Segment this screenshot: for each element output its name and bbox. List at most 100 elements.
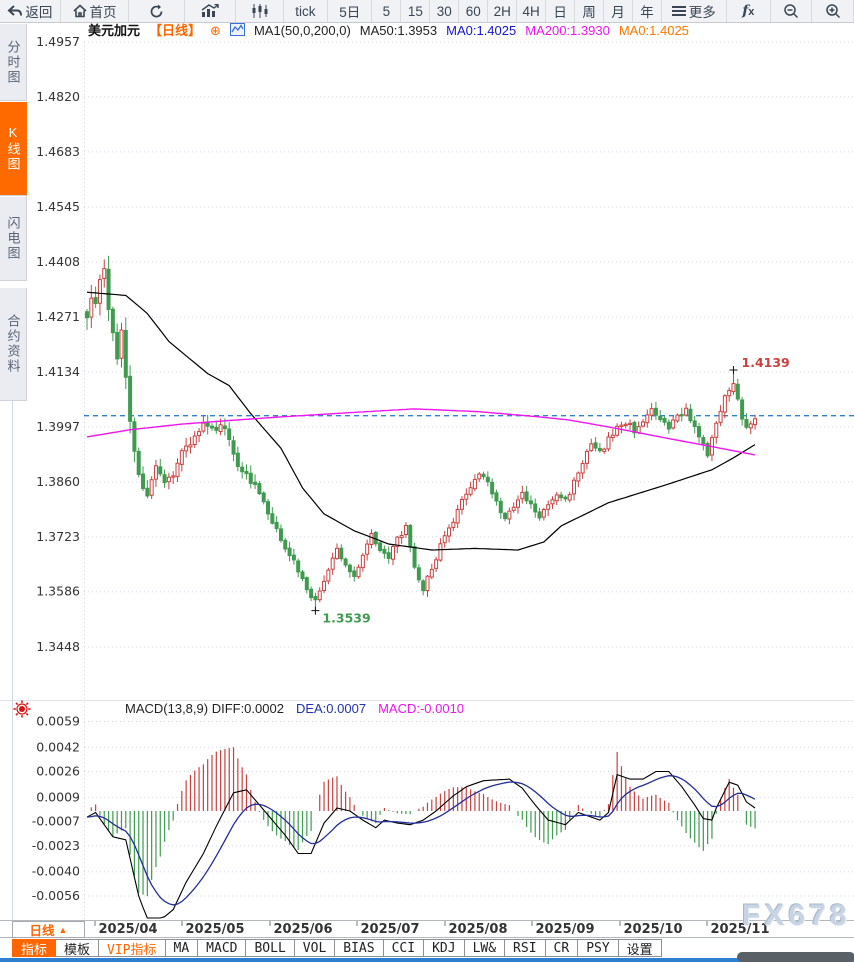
- candle-body: [356, 566, 361, 578]
- candle-body: [735, 383, 740, 400]
- toolbar-button-label: 5日: [339, 5, 361, 20]
- legend-text: MA0:1.4025: [446, 23, 517, 38]
- candle-body: [662, 417, 667, 423]
- toolbar-button-refresh[interactable]: [129, 0, 186, 22]
- indicator-settings-gear-icon[interactable]: [12, 699, 32, 719]
- toolbar-button-label: 返回: [25, 5, 53, 20]
- candle-body: [365, 543, 370, 555]
- toolbar-button-h4[interactable]: 4H: [517, 0, 547, 22]
- bottom-accent-bar: [0, 958, 854, 962]
- candle-body: [261, 492, 266, 503]
- candle-body: [653, 407, 658, 416]
- sidebar-tab-label: 分时图: [5, 39, 21, 85]
- indicator-tab-MA[interactable]: MA: [165, 939, 199, 957]
- candle-body: [623, 423, 628, 426]
- indicator-tab-指标[interactable]: 指标: [12, 939, 57, 958]
- candle-body: [115, 331, 120, 360]
- price-axis-label: 1.4683: [36, 144, 80, 159]
- indicator-tab-MACD[interactable]: MACD: [198, 939, 247, 957]
- indicator-tab-CCI[interactable]: CCI: [383, 939, 425, 957]
- macd-axis-label: 0.0042: [36, 739, 80, 754]
- x-axis-label: 2025/10: [623, 922, 682, 937]
- candle-body: [257, 483, 262, 495]
- indicator-tab-BIAS[interactable]: BIAS: [335, 939, 384, 957]
- indicator-tab-PSY[interactable]: PSY: [578, 939, 619, 957]
- indicator-tab-VIP指标[interactable]: VIP指标: [99, 939, 166, 958]
- toolbar-button-year[interactable]: 年: [633, 0, 662, 22]
- toolbar-button-fx[interactable]: fx: [727, 0, 771, 22]
- toolbar-button-month[interactable]: 月: [604, 0, 633, 22]
- fx-icon: fx: [742, 3, 755, 19]
- legend-text: MA1(50,0,200,0): [253, 23, 351, 38]
- candle-body: [516, 499, 520, 508]
- candle-body: [352, 570, 357, 577]
- candle-body: [692, 420, 697, 428]
- sidebar-tab-1[interactable]: 分时图: [0, 24, 27, 101]
- candlestick-style-icon: [251, 4, 269, 18]
- home-icon: [72, 4, 87, 18]
- indicator-tab-模板[interactable]: 模板: [56, 939, 100, 958]
- indicator-tab-设置[interactable]: 设置: [618, 939, 662, 958]
- candle-body: [610, 434, 615, 438]
- candle-body: [270, 513, 275, 524]
- toolbar-button-m60[interactable]: 60: [459, 0, 489, 22]
- candle-body: [343, 558, 348, 566]
- top-toolbar: 返回 首页 tick 5日 5 15 30 60 2H 4H 日周月年 更多 fx: [0, 0, 854, 23]
- toolbar-button-m5[interactable]: 5: [372, 0, 402, 22]
- candle-body: [705, 442, 710, 457]
- candle-body: [485, 476, 490, 483]
- indicator-tab-VOL[interactable]: VOL: [294, 939, 336, 957]
- toolbar-button-day[interactable]: 日: [546, 0, 576, 22]
- candle-body: [214, 426, 219, 431]
- toolbar-button-more[interactable]: 更多: [662, 0, 727, 22]
- indicator-tab-BOLL[interactable]: BOLL: [246, 939, 295, 957]
- sidebar-tab-label: 合约资料: [5, 314, 21, 374]
- legend-text: 【日线】: [149, 23, 202, 38]
- candle-body: [477, 473, 482, 480]
- toolbar-button-m15[interactable]: 15: [401, 0, 431, 22]
- toolbar-button-label: 30: [436, 3, 452, 19]
- candle-body: [369, 532, 374, 545]
- candle-body: [472, 478, 477, 490]
- price-axis-label: 1.3448: [36, 639, 80, 654]
- period-selector[interactable]: 日线 ▲: [12, 921, 85, 938]
- toolbar-button-5d[interactable]: 5日: [328, 0, 373, 22]
- sidebar-tab-2[interactable]: K线图: [0, 102, 27, 196]
- high-marker-cross: [729, 365, 738, 374]
- toolbar-button-zoom-out[interactable]: [771, 0, 813, 22]
- toolbar-button-tick[interactable]: tick: [284, 0, 329, 22]
- toolbar-button-back[interactable]: 返回: [0, 0, 61, 22]
- candle-body: [688, 408, 693, 422]
- price-axis-label: 1.4134: [36, 364, 80, 379]
- candle-body: [85, 311, 89, 319]
- toolbar-button-h2[interactable]: 2H: [488, 0, 518, 22]
- toolbar-button-zoom-in[interactable]: [812, 0, 854, 22]
- indicator-tab-KDJ[interactable]: KDJ: [424, 939, 465, 957]
- toolbar-button-candlestick-style[interactable]: [236, 0, 284, 22]
- sidebar-tab-3[interactable]: 闪电图: [0, 197, 27, 281]
- candle-body: [481, 473, 486, 478]
- legend-text: 美元加元: [88, 23, 141, 38]
- toolbar-button-week[interactable]: 周: [575, 0, 605, 22]
- toolbar-button-area-chart[interactable]: [185, 0, 237, 22]
- indicator-tab-CR[interactable]: CR: [545, 939, 579, 957]
- candle-body: [636, 426, 641, 433]
- candle-body: [546, 504, 551, 510]
- toolbar-button-label: tick: [295, 3, 316, 19]
- candle-body: [520, 491, 525, 500]
- add-indicator-icon[interactable]: ⊕: [210, 23, 221, 38]
- candle-body: [330, 557, 335, 570]
- candle-body: [675, 414, 680, 422]
- indicator-tab-RSI[interactable]: RSI: [505, 939, 546, 957]
- scroll-thumb[interactable]: [737, 952, 854, 962]
- candle-body: [296, 560, 301, 573]
- toolbar-button-home[interactable]: 首页: [61, 0, 130, 22]
- candle-body: [563, 496, 568, 500]
- candle-body: [567, 494, 572, 501]
- toolbar-button-m30[interactable]: 30: [430, 0, 460, 22]
- indicator-tab-LW&[interactable]: LW&: [464, 939, 506, 957]
- candle-body: [326, 569, 331, 582]
- sidebar-tab-4[interactable]: 合约资料: [0, 288, 27, 401]
- macd-legend: MACD(13,8,9) DIFF:0.0002 DEA:0.0007 MACD:-…: [125, 701, 464, 717]
